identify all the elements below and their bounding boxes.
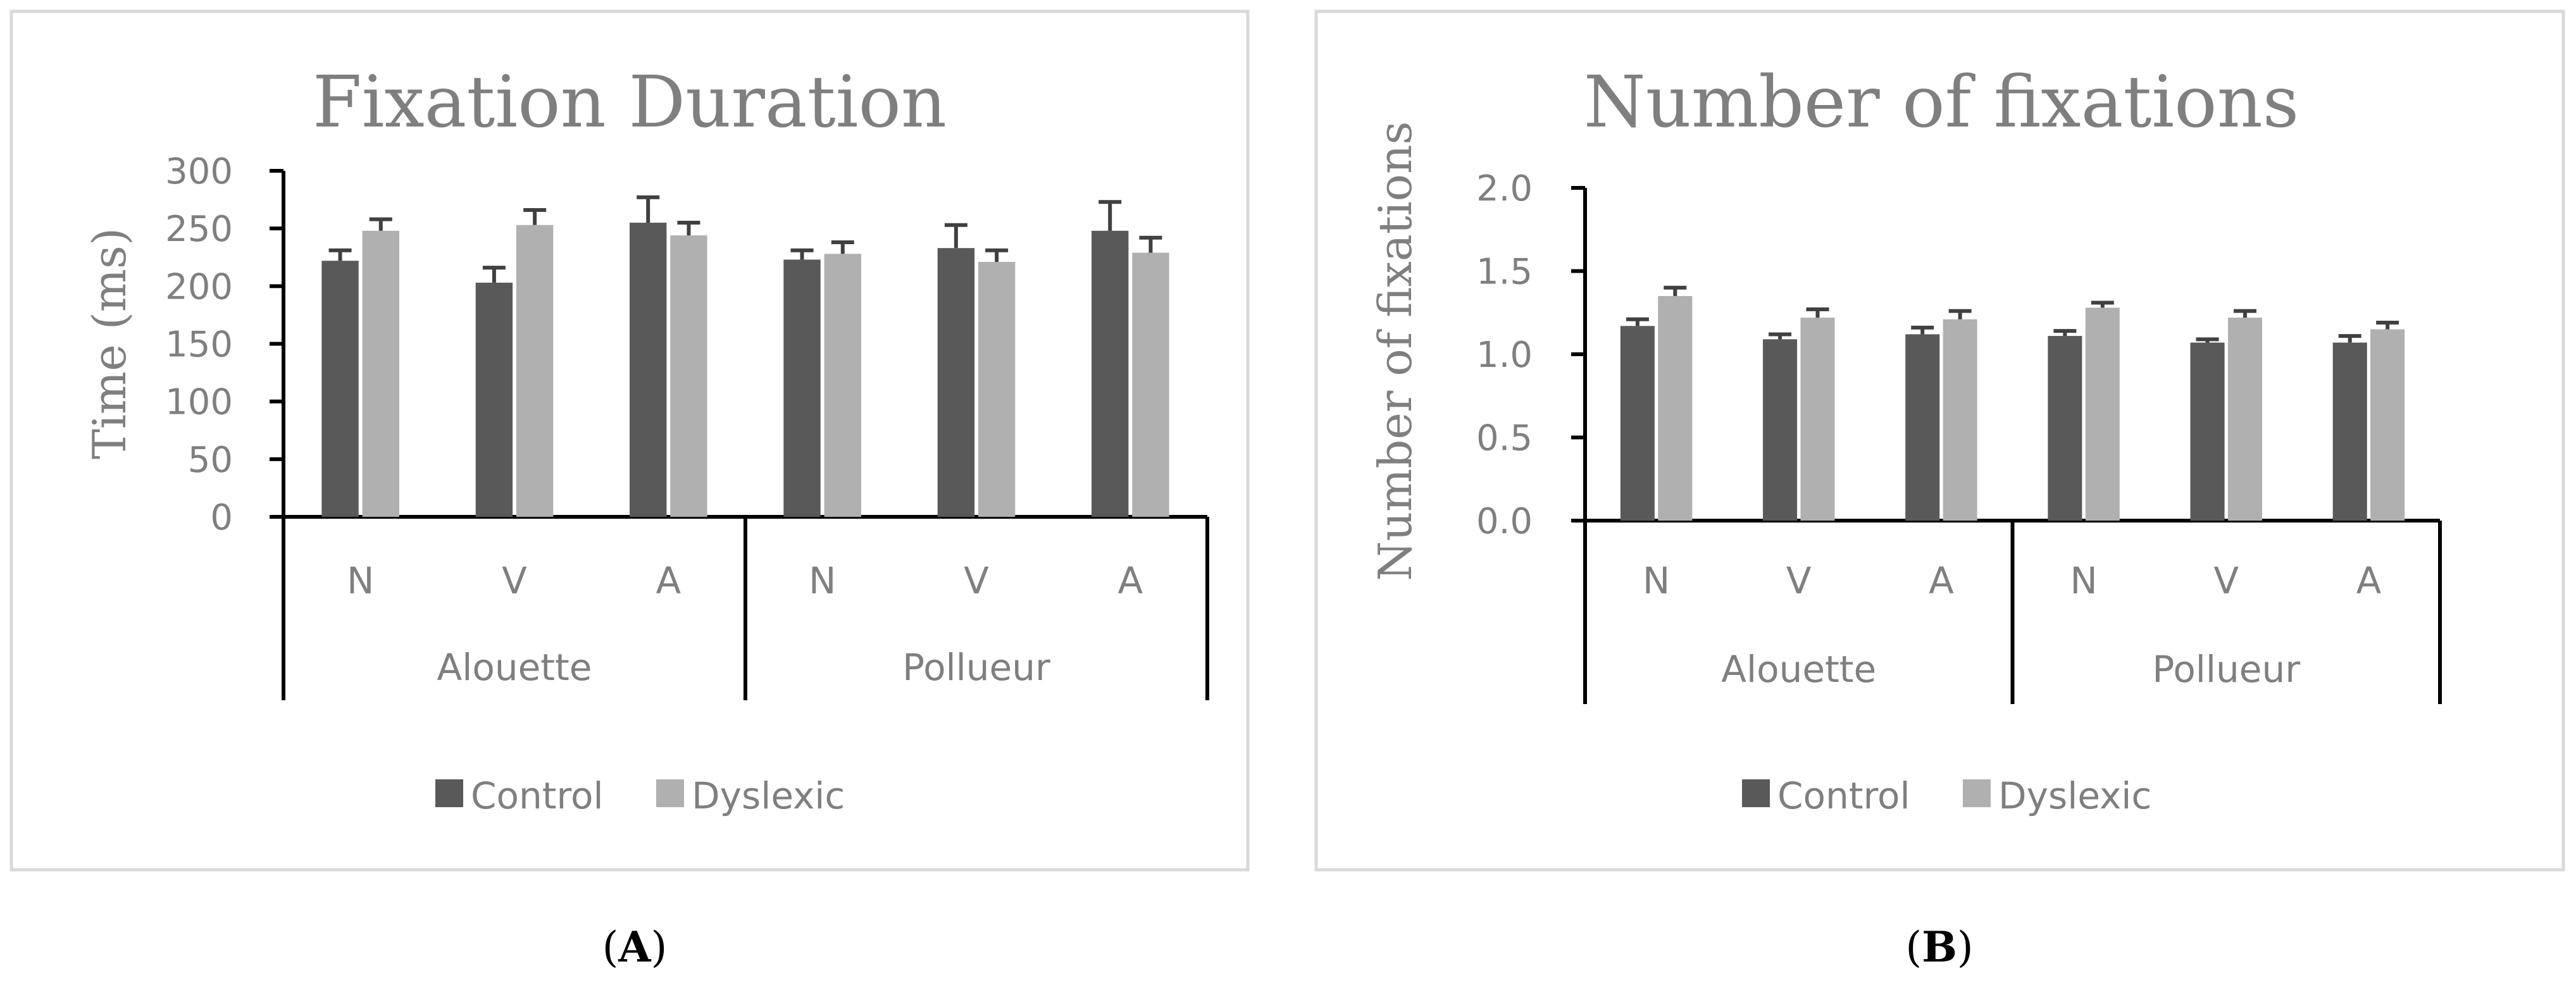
legend-label-dyslexic: Dyslexic: [1998, 774, 2151, 817]
chart-frame: [9, 9, 1250, 872]
y-tick-label: 150: [165, 325, 233, 366]
x-tick-label: N: [347, 559, 374, 602]
y-tick-label: 300: [165, 151, 233, 192]
bar-control-1: [1763, 339, 1798, 521]
x-group-label: Pollueur: [902, 646, 1050, 689]
legend-swatch-control: [1742, 779, 1770, 807]
y-axis-label: Time (ms): [83, 228, 136, 459]
bar-dyslexic-4: [2227, 318, 2262, 521]
bar-dyslexic-1: [516, 225, 554, 517]
chart-title: Number of fixations: [1584, 61, 2299, 144]
bar-control-4: [2190, 342, 2225, 521]
bar-control-5: [1092, 230, 1129, 517]
y-tick-label: 0.5: [1476, 418, 1533, 459]
bar-dyslexic-5: [1132, 252, 1169, 517]
legend-label-control: Control: [1777, 774, 1910, 817]
panel-label-b: (B): [1905, 922, 1973, 972]
chart-panel-a: Fixation Duration Time (ms) 0 50 100 150 200 25…: [9, 9, 1250, 872]
x-tick-label: N: [1643, 559, 1670, 602]
panel-label-a: (A): [602, 922, 668, 972]
x-group-label: Alouette: [437, 646, 592, 689]
bar-dyslexic-0: [1658, 295, 1693, 521]
legend-label-control: Control: [471, 774, 604, 817]
bar-control-0: [1620, 326, 1655, 521]
bar-dyslexic-2: [1943, 319, 1977, 521]
bar-dyslexic-4: [978, 262, 1016, 517]
x-tick-label: V: [1786, 559, 1812, 602]
bar-control-1: [475, 282, 513, 517]
bar-dyslexic-1: [1800, 318, 1835, 521]
y-tick-label: 100: [165, 382, 233, 423]
bar-control-4: [937, 248, 975, 517]
x-tick-label: V: [502, 559, 527, 602]
x-tick-label: A: [2356, 559, 2382, 602]
legend-swatch-dyslexic: [656, 779, 684, 807]
x-tick-label: V: [964, 559, 989, 602]
bar-dyslexic-3: [2085, 307, 2120, 521]
x-tick-label: A: [1929, 559, 1954, 602]
y-tick-label: 200: [165, 266, 233, 307]
chart-panel-b: Number of fixations Number of fixations 0.…: [1314, 9, 2565, 872]
x-tick-label: A: [656, 559, 681, 602]
legend-label-dyslexic: Dyslexic: [692, 774, 845, 817]
y-tick-label: 0.0: [1476, 501, 1533, 542]
y-tick-label: 1.5: [1476, 252, 1533, 293]
x-tick-label: N: [809, 559, 836, 602]
y-tick-label: 0: [210, 497, 233, 538]
y-tick-label: 1.0: [1476, 335, 1533, 376]
y-tick-label: 250: [165, 209, 233, 250]
bar-control-3: [2048, 336, 2082, 521]
x-tick-label: V: [2213, 559, 2239, 602]
bar-dyslexic-0: [362, 230, 399, 517]
y-tick-label: 2.0: [1476, 168, 1533, 209]
x-group-label: Alouette: [1721, 648, 1876, 691]
y-tick-label: 50: [188, 440, 233, 481]
bar-control-2: [630, 223, 667, 517]
legend-swatch-control: [435, 779, 463, 807]
bar-control-5: [2332, 342, 2367, 521]
chart-title: Fixation Duration: [313, 61, 947, 144]
legend-swatch-dyslexic: [1963, 779, 1991, 807]
bar-dyslexic-2: [670, 235, 707, 517]
bar-dyslexic-5: [2370, 329, 2405, 521]
bar-control-3: [783, 259, 821, 517]
bar-control-2: [1905, 334, 1940, 521]
x-tick-label: A: [1117, 559, 1143, 602]
y-axis-label: Number of fixations: [1369, 121, 1422, 581]
x-tick-label: N: [2070, 559, 2097, 602]
x-group-label: Pollueur: [2152, 648, 2300, 691]
bar-dyslexic-3: [824, 254, 861, 517]
bar-control-0: [321, 261, 359, 517]
